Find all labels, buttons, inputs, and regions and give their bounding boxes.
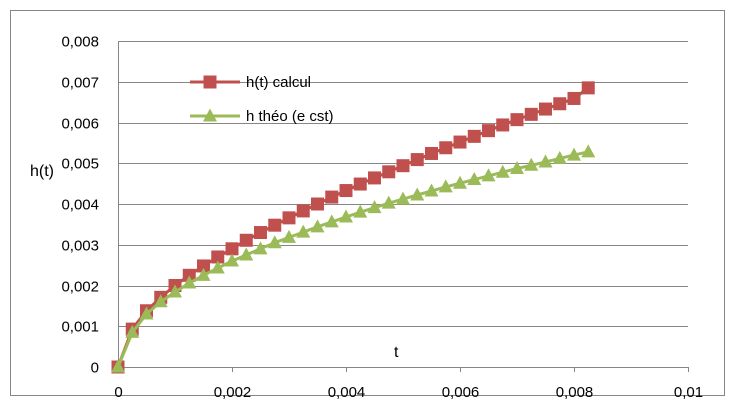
data-point bbox=[553, 97, 567, 111]
data-point bbox=[467, 129, 481, 143]
data-point bbox=[111, 359, 125, 373]
data-point bbox=[539, 102, 552, 116]
x-axis-label: t bbox=[394, 344, 399, 361]
legend: h(t) calcul h théo (e cst) bbox=[190, 74, 334, 125]
data-point bbox=[439, 141, 453, 155]
data-point bbox=[196, 267, 211, 281]
x-tick-label: 0,008 bbox=[556, 384, 594, 401]
y-tick-label: 0 bbox=[91, 360, 99, 377]
data-point bbox=[438, 179, 453, 193]
data-point bbox=[510, 161, 524, 175]
y-tick-label: 0,001 bbox=[61, 319, 99, 336]
series-line bbox=[116, 86, 590, 368]
data-point bbox=[467, 172, 482, 186]
data-point bbox=[581, 144, 596, 158]
data-point bbox=[538, 154, 553, 168]
data-point bbox=[197, 259, 210, 273]
data-point bbox=[239, 233, 253, 247]
data-point bbox=[510, 113, 524, 127]
data-point bbox=[325, 190, 339, 204]
data-point bbox=[282, 211, 296, 225]
data-point bbox=[567, 147, 581, 161]
data-point bbox=[482, 124, 495, 138]
data-point bbox=[581, 81, 595, 95]
data-point bbox=[296, 224, 311, 238]
legend-label: h théo (e cst) bbox=[246, 108, 334, 125]
y-tick-label: 0,003 bbox=[61, 238, 99, 255]
data-point bbox=[254, 226, 267, 240]
data-point bbox=[125, 324, 140, 338]
series-2 bbox=[111, 144, 596, 373]
data-point bbox=[268, 218, 282, 232]
series-1 bbox=[111, 81, 595, 374]
y-tick-label: 0,005 bbox=[61, 156, 99, 173]
data-point bbox=[453, 175, 467, 189]
data-point bbox=[153, 294, 168, 308]
y-axis-label: h(t) bbox=[30, 163, 54, 180]
data-point bbox=[381, 195, 396, 209]
y-tick-label: 0,008 bbox=[61, 34, 99, 51]
data-point bbox=[453, 135, 467, 149]
axes bbox=[118, 41, 689, 372]
x-tick-label: 0,004 bbox=[328, 384, 366, 401]
data-point bbox=[282, 229, 296, 243]
data-point bbox=[382, 165, 396, 179]
data-point bbox=[524, 157, 539, 171]
data-point bbox=[139, 306, 154, 320]
data-point bbox=[267, 235, 282, 249]
data-point bbox=[310, 219, 325, 233]
data-point bbox=[225, 242, 239, 256]
legend-item: h(t) calcul bbox=[190, 74, 311, 91]
data-point bbox=[324, 214, 339, 228]
data-point bbox=[552, 150, 567, 164]
series-line bbox=[116, 150, 589, 368]
x-tick-label: 0,01 bbox=[674, 384, 703, 401]
data-point bbox=[410, 187, 425, 201]
data-point bbox=[253, 241, 268, 255]
y-tick-label: 0,007 bbox=[61, 75, 99, 92]
data-point bbox=[567, 91, 581, 105]
y-tick-label: 0,006 bbox=[61, 116, 99, 133]
data-point bbox=[424, 183, 439, 197]
data-point bbox=[225, 253, 239, 267]
y-tick-label: 0,004 bbox=[61, 197, 99, 214]
data-point bbox=[481, 168, 496, 182]
data-point bbox=[296, 204, 310, 218]
legend-marker bbox=[203, 75, 217, 89]
data-point bbox=[339, 209, 353, 223]
data-point bbox=[168, 284, 182, 298]
data-point bbox=[368, 171, 381, 185]
data-point bbox=[239, 247, 254, 261]
y-tick-labels: 0 0,001 0,002 0,003 0,004 0,005 0,006 0,007 0,00… bbox=[61, 34, 99, 377]
x-tick-labels: 0 0,002 0,004 0,006 0,008 0,01 bbox=[114, 384, 703, 401]
data-point bbox=[396, 159, 410, 173]
legend-item: h théo (e cst) bbox=[190, 108, 334, 125]
data-point bbox=[353, 204, 368, 218]
data-point bbox=[353, 177, 367, 191]
x-tick-label: 0,002 bbox=[214, 384, 252, 401]
data-point bbox=[311, 197, 324, 211]
legend-marker bbox=[203, 108, 217, 122]
series-group bbox=[111, 81, 596, 374]
x-tick-label: 0 bbox=[114, 384, 122, 401]
data-point bbox=[524, 107, 538, 121]
data-point bbox=[396, 191, 410, 205]
chart-border bbox=[10, 10, 725, 396]
data-point bbox=[367, 200, 382, 214]
data-point bbox=[210, 260, 225, 274]
data-point bbox=[495, 164, 510, 178]
data-point bbox=[425, 146, 438, 160]
data-point bbox=[496, 118, 510, 132]
y-tick-label: 0,002 bbox=[61, 279, 99, 296]
data-point bbox=[182, 268, 196, 282]
data-point bbox=[339, 184, 353, 198]
data-point bbox=[211, 250, 225, 264]
legend-label: h(t) calcul bbox=[246, 74, 311, 91]
data-point bbox=[182, 275, 197, 289]
x-tick-label: 0,006 bbox=[442, 384, 480, 401]
data-point bbox=[410, 153, 424, 167]
